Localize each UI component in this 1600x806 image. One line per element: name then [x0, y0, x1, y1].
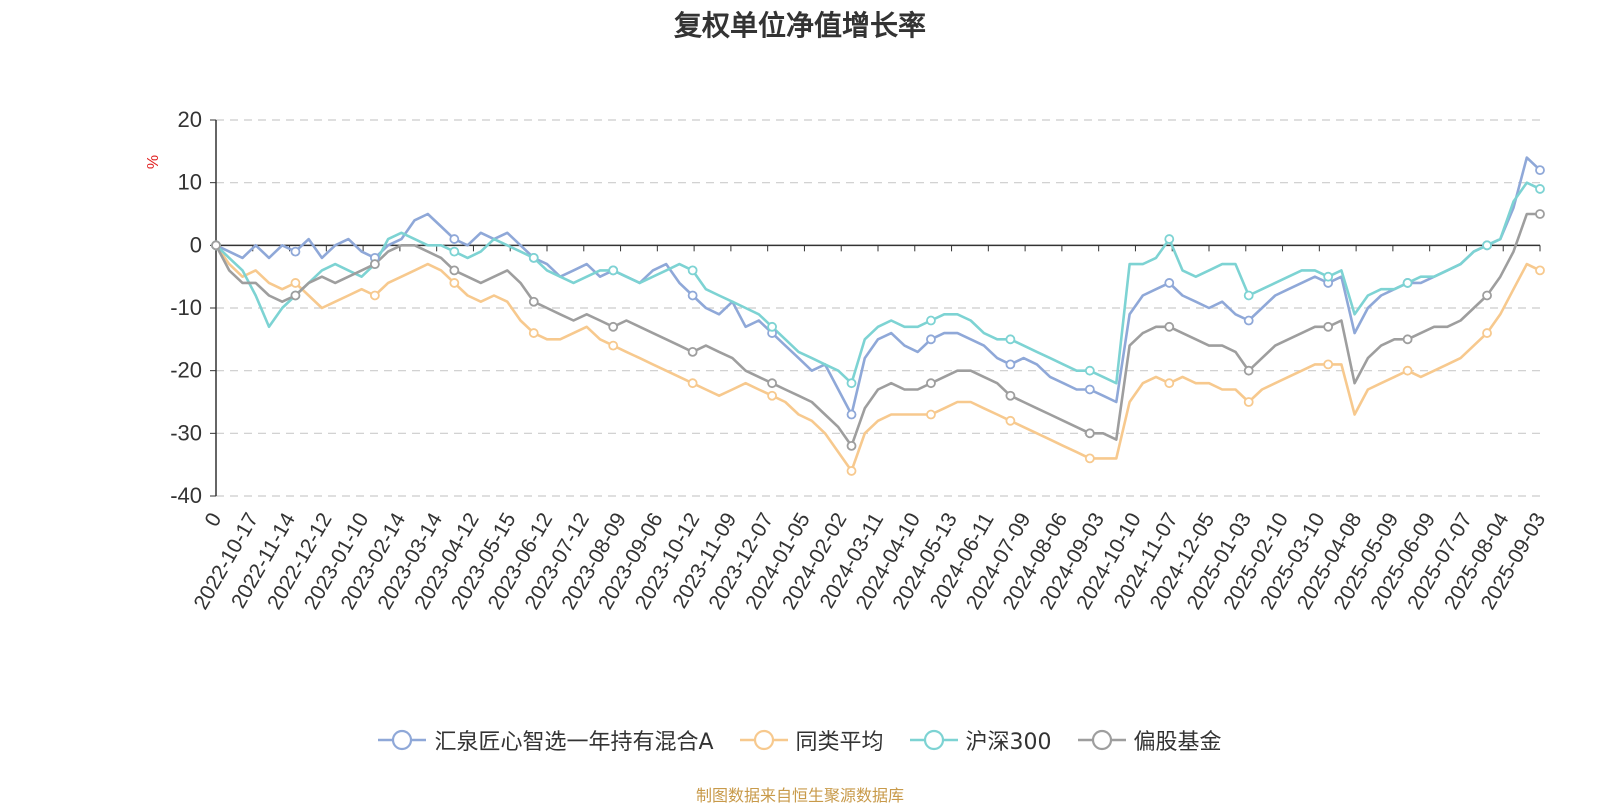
series-lines — [214, 156, 1541, 473]
data-point — [1323, 271, 1334, 282]
data-point — [1402, 278, 1413, 288]
data-point — [846, 440, 857, 451]
data-point — [767, 378, 777, 389]
data-point — [1482, 328, 1492, 338]
data-point — [1005, 390, 1016, 401]
data-point — [1164, 378, 1175, 389]
data-point — [1535, 265, 1545, 276]
source-note: 制图数据来自恒生聚源数据库 — [695, 786, 904, 805]
series-markers — [211, 165, 1545, 476]
data-point — [687, 265, 698, 276]
data-point — [767, 390, 777, 401]
x-tick-label: 0 — [201, 509, 227, 531]
legend-item[interactable]: 偏股基金 — [1077, 724, 1222, 756]
data-point — [1005, 415, 1016, 426]
data-point — [1535, 165, 1545, 176]
legend-label: 同类平均 — [795, 730, 884, 755]
legend-label: 偏股基金 — [1133, 730, 1222, 755]
chart-title: 复权单位净值增长率 — [673, 9, 926, 42]
data-point — [1005, 334, 1016, 345]
data-point — [369, 290, 380, 301]
data-point — [449, 278, 460, 288]
data-point — [528, 296, 539, 307]
series-line-3 — [214, 212, 1540, 448]
data-point — [1535, 184, 1545, 194]
data-point — [1084, 365, 1095, 376]
data-point — [211, 240, 221, 251]
data-point — [687, 346, 698, 357]
legend-item[interactable]: 同类平均 — [739, 724, 884, 756]
data-point — [1243, 365, 1254, 376]
data-point — [290, 278, 301, 288]
data-point — [926, 315, 936, 326]
data-point — [1323, 359, 1334, 370]
legend-label: 汇泉匠心智选一年持有混合A — [434, 730, 714, 755]
legend-label: 沪深300 — [965, 730, 1052, 755]
data-point — [290, 290, 301, 301]
data-point — [1005, 359, 1016, 370]
y-tick-label: -10 — [170, 295, 202, 320]
data-point — [290, 246, 301, 257]
data-point — [926, 334, 936, 345]
legend-symbol-icon — [739, 729, 788, 751]
data-point — [449, 246, 460, 257]
legend-item[interactable]: 沪深300 — [909, 724, 1052, 756]
legend-symbol-icon — [909, 729, 958, 751]
chart-legend: 汇泉匠心智选一年持有混合A 同类平均 沪深300 偏股基金 — [0, 724, 1600, 756]
y-tick-label: -20 — [170, 358, 202, 383]
data-point — [846, 378, 857, 389]
data-point — [926, 409, 936, 420]
data-point — [449, 234, 460, 244]
data-point — [1402, 365, 1413, 376]
data-point — [846, 409, 857, 420]
data-point — [846, 466, 857, 476]
data-point — [608, 340, 619, 351]
y-tick-label: 20 — [178, 107, 202, 132]
data-point — [528, 328, 539, 338]
data-point — [1243, 397, 1254, 407]
data-point — [926, 378, 936, 389]
grid-lines — [216, 119, 1540, 497]
data-point — [1482, 290, 1492, 301]
legend-symbol-icon — [378, 729, 427, 751]
series-line-0 — [215, 156, 1541, 416]
data-point — [1084, 428, 1095, 439]
data-point — [608, 265, 619, 276]
legend-item[interactable]: 汇泉匠心智选一年持有混合A — [378, 724, 714, 756]
data-point — [1164, 234, 1175, 244]
legend-symbol-icon — [1077, 729, 1126, 751]
data-point — [369, 259, 380, 270]
data-point — [1084, 384, 1095, 395]
data-point — [449, 265, 460, 276]
data-point — [1243, 315, 1254, 326]
data-point — [1535, 209, 1545, 219]
data-point — [1482, 240, 1492, 251]
data-point — [687, 378, 698, 389]
series-line-2 — [215, 181, 1541, 385]
data-point — [1402, 334, 1413, 345]
data-point — [1084, 453, 1095, 464]
data-point — [528, 252, 539, 263]
y-tick-label: -40 — [170, 483, 202, 508]
data-point — [767, 321, 777, 332]
data-point — [1164, 278, 1175, 288]
data-point — [1323, 321, 1334, 332]
data-point — [608, 321, 619, 332]
y-tick-label: -30 — [170, 420, 202, 445]
y-tick-label: 10 — [178, 170, 202, 195]
series-line-1 — [214, 244, 1541, 473]
y-axis-label: % — [145, 155, 162, 169]
data-point — [1164, 321, 1175, 332]
data-point — [1243, 290, 1254, 301]
y-tick-label: 0 — [190, 232, 202, 257]
data-point — [687, 290, 698, 301]
